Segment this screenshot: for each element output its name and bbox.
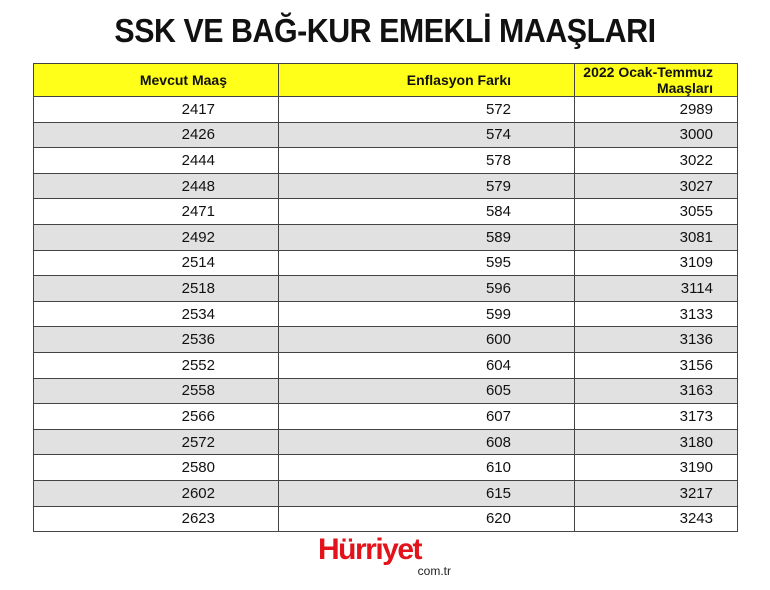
cell-2022-salary: 3136 [574,326,738,353]
pension-table: Mevcut Maaş Enflasyon Farkı 2022 Ocak-Te… [33,63,738,533]
cell-current-salary: 2471 [33,198,279,225]
cell-2022-salary: 3000 [574,121,738,149]
cell-current-salary: 2580 [33,454,279,481]
cell-current-salary: 2534 [33,300,279,328]
cell-current-salary: 2448 [33,172,279,200]
page-title: SSK VE BAĞ-KUR EMEKLİ MAAŞLARI [114,12,656,49]
cell-current-salary: 2492 [33,223,279,251]
header-2022-salary: 2022 Ocak-Temmuz Maaşları [574,63,738,97]
cell-current-salary: 2552 [33,351,279,379]
cell-current-salary: 2566 [33,403,279,430]
table-row: 2558 605 3163 [33,377,738,405]
cell-2022-salary: 3243 [574,505,738,533]
cell-inflation-difference: 608 [278,428,575,456]
cell-inflation-difference: 600 [278,326,575,353]
table-row: 2552 604 3156 [33,351,738,379]
cell-inflation-difference: 605 [278,377,575,405]
cell-2022-salary: 3109 [574,249,738,277]
cell-inflation-difference: 620 [278,505,575,533]
cell-2022-salary: 3081 [574,223,738,251]
cell-current-salary: 2426 [33,121,279,149]
table-row: 2572 608 3180 [33,428,738,456]
cell-current-salary: 2536 [33,326,279,353]
header-inflation-difference: Enflasyon Farkı [278,63,575,97]
cell-inflation-difference: 572 [278,96,575,123]
cell-2022-salary: 2989 [574,96,738,123]
cell-current-salary: 2602 [33,479,279,507]
header-current-salary: Mevcut Maaş [33,63,279,97]
cell-inflation-difference: 615 [278,479,575,507]
cell-2022-salary: 3133 [574,300,738,328]
table-row: 2514 595 3109 [33,249,738,277]
cell-inflation-difference: 579 [278,172,575,200]
table-row: 2426 574 3000 [33,121,738,149]
table-row: 2623 620 3243 [33,505,738,533]
cell-current-salary: 2572 [33,428,279,456]
table-row: 2534 599 3133 [33,300,738,328]
cell-inflation-difference: 599 [278,300,575,328]
cell-inflation-difference: 604 [278,351,575,379]
cell-current-salary: 2518 [33,275,279,302]
cell-inflation-difference: 607 [278,403,575,430]
cell-current-salary: 2623 [33,505,279,533]
table-row: 2492 589 3081 [33,223,738,251]
table-row: 2580 610 3190 [33,454,738,481]
table-row: 2518 596 3114 [33,275,738,302]
cell-inflation-difference: 610 [278,454,575,481]
cell-2022-salary: 3190 [574,454,738,481]
cell-2022-salary: 3173 [574,403,738,430]
table-row: 2471 584 3055 [33,198,738,225]
table-row: 2444 578 3022 [33,147,738,174]
cell-2022-salary: 3022 [574,147,738,174]
cell-2022-salary: 3180 [574,428,738,456]
cell-inflation-difference: 574 [278,121,575,149]
cell-current-salary: 2444 [33,147,279,174]
cell-current-salary: 2558 [33,377,279,405]
logo-brand: Hürriyet [318,533,423,566]
cell-inflation-difference: 589 [278,223,575,251]
cell-2022-salary: 3217 [574,479,738,507]
cell-current-salary: 2514 [33,249,279,277]
cell-inflation-difference: 578 [278,147,575,174]
table-row: 2602 615 3217 [33,479,738,507]
table-row: 2448 579 3027 [33,172,738,200]
cell-current-salary: 2417 [33,96,279,123]
table-row: 2536 600 3136 [33,326,738,353]
cell-inflation-difference: 595 [278,249,575,277]
cell-2022-salary: 3156 [574,351,738,379]
table-row: 2566 607 3173 [33,403,738,430]
cell-2022-salary: 3055 [574,198,738,225]
logo-domain: com.tr [417,564,451,578]
cell-2022-salary: 3114 [574,275,738,302]
hurriyet-logo: Hürriyet com.tr [318,533,458,578]
cell-inflation-difference: 596 [278,275,575,302]
cell-inflation-difference: 584 [278,198,575,225]
cell-2022-salary: 3027 [574,172,738,200]
cell-2022-salary: 3163 [574,377,738,405]
table-header-row: Mevcut Maaş Enflasyon Farkı 2022 Ocak-Te… [33,63,738,97]
table-row: 2417 572 2989 [33,96,738,123]
